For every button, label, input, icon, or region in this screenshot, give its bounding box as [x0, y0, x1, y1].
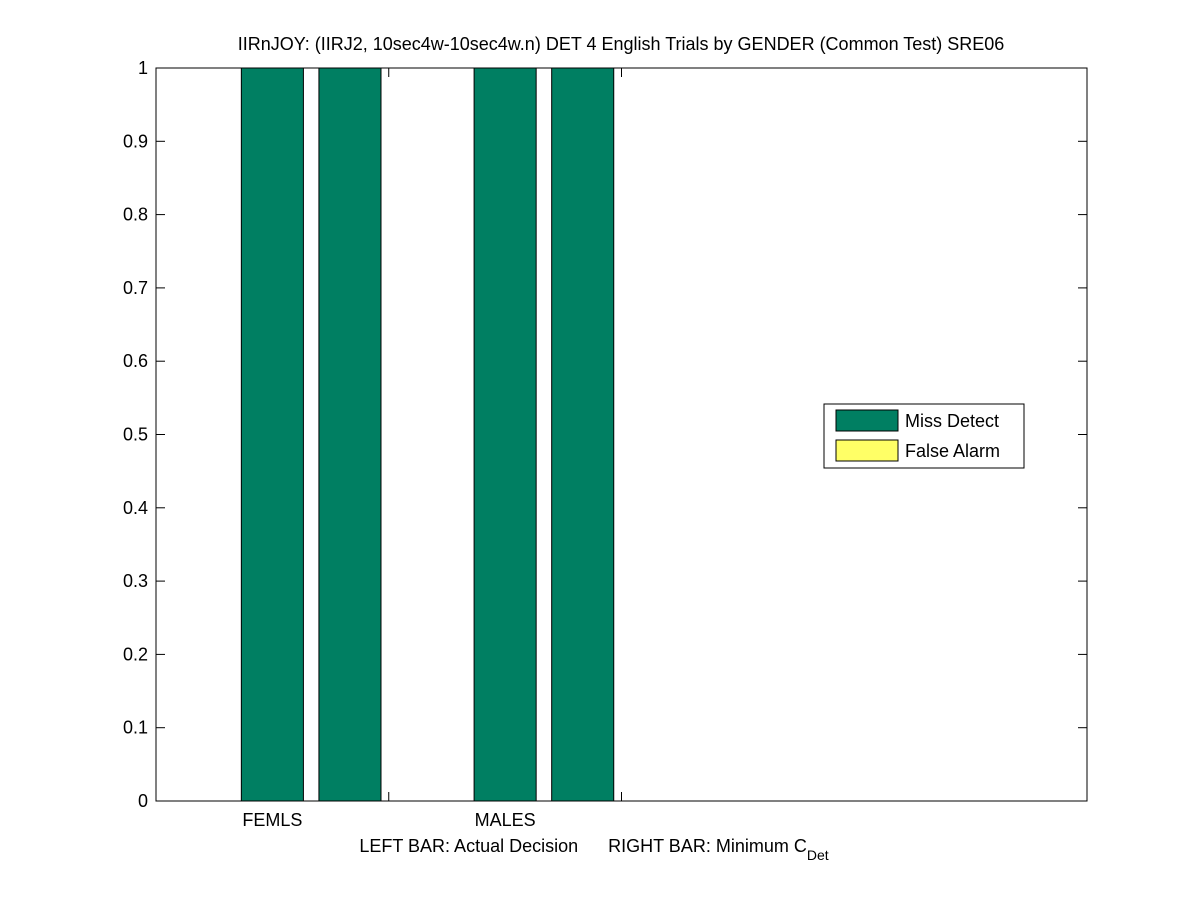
y-tick-label: 1 [138, 58, 148, 78]
y-tick-label: 0.9 [123, 131, 148, 151]
legend-items: Miss Detect False Alarm [835, 409, 1000, 462]
y-tick-label: 0.8 [123, 205, 148, 225]
plot-frame [155, 67, 1088, 802]
chart-title: IIRnJOY: (IIRJ2, 10sec4w-10sec4w.n) DET … [238, 34, 1005, 54]
ticks-layer: 0 0.1 0.2 0.3 0.4 0.5 0.6 0.7 0.8 0.9 1 [123, 58, 1087, 811]
x-axis-label-right: RIGHT BAR: Minimum C [608, 836, 807, 856]
y-tick-label: 0.1 [123, 718, 148, 738]
x-tick-label-males: MALES [475, 810, 536, 830]
x-axis-label: LEFT BAR: Actual Decision RIGHT BAR: Min… [359, 836, 828, 863]
legend-swatch-miss-detect [835, 409, 899, 432]
bar-males-minimum-cdet-miss-detect [551, 67, 615, 802]
legend-swatch-false-alarm [835, 439, 899, 462]
y-tick-label: 0 [138, 791, 148, 811]
y-tick-label: 0.3 [123, 571, 148, 591]
legend-label-false-alarm: False Alarm [905, 441, 1000, 461]
x-axis-label-left: LEFT BAR: Actual Decision [359, 836, 578, 856]
legend: Miss Detect False Alarm [823, 403, 1025, 469]
x-axis-label-subscript: Det [807, 847, 829, 863]
y-tick-label: 0.2 [123, 644, 148, 664]
legend-label-miss-detect: Miss Detect [905, 411, 999, 431]
y-tick-label: 0.6 [123, 351, 148, 371]
x-category-labels: FEMLS MALES [242, 810, 535, 830]
x-tick-label-femls: FEMLS [242, 810, 302, 830]
y-tick-label: 0.4 [123, 498, 148, 518]
bars-layer [240, 67, 615, 802]
bar-males-actual-decision-miss-detect [473, 67, 537, 802]
y-tick-label: 0.7 [123, 278, 148, 298]
bar-femls-actual-decision-miss-detect [240, 67, 304, 802]
bar-femls-minimum-cdet-miss-detect [318, 67, 382, 802]
y-tick-label: 0.5 [123, 425, 148, 445]
x-axis-label-gap [588, 836, 608, 856]
